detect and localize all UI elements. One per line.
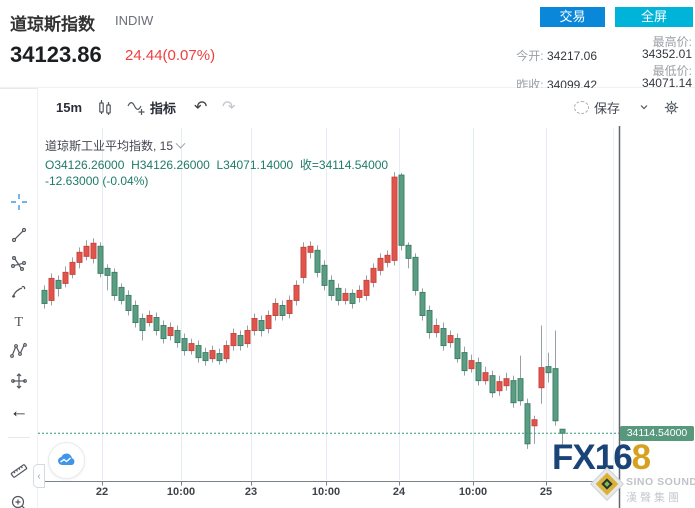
candlestick-style-icon[interactable] — [96, 94, 114, 120]
drawing-tools-sidebar: T ← — [0, 88, 38, 508]
stat-low-value-row: 34071.14 — [642, 76, 692, 90]
zoom-in-icon[interactable] — [7, 491, 31, 508]
trade-button[interactable]: 交易 — [540, 7, 605, 27]
last-price-axis-label: 34114.54000 — [620, 425, 694, 441]
x-axis-label: 10:00 — [166, 486, 196, 498]
stat-low-label-row: 最低价: — [653, 62, 692, 79]
fx168-logo: FX168 — [552, 438, 651, 478]
brush-icon[interactable] — [7, 280, 31, 304]
cloud-chart-icon — [57, 452, 74, 465]
save-menu-chevron[interactable] — [638, 94, 650, 120]
crosshair-icon[interactable] — [7, 190, 31, 214]
indicator-wave-icon[interactable] — [126, 94, 146, 120]
sino-sound-diamond-logo — [590, 467, 624, 501]
ruler-icon[interactable] — [7, 459, 31, 483]
stat-high-value: 34352.01 — [641, 47, 692, 61]
last-price: 34123.86 — [10, 42, 102, 67]
x-axis-label: 10:00 — [458, 486, 488, 498]
trend-line-icon[interactable] — [7, 223, 31, 247]
fx168-logo-8: 8 — [631, 438, 651, 477]
sino-sound-chinese: 漢聲集團 — [626, 492, 682, 504]
forecast-tool-icon[interactable] — [7, 369, 31, 393]
chart-plot-area[interactable] — [38, 128, 619, 481]
save-layout-button[interactable]: 保存 — [574, 94, 620, 120]
x-axis-label: 23 — [244, 486, 258, 498]
text-tool-icon[interactable]: T — [7, 309, 31, 333]
stat-high-value-row: 34352.01 — [642, 47, 692, 61]
fullscreen-button[interactable]: 全屏 — [615, 7, 693, 27]
stat-high-label: 最高价: — [652, 35, 692, 49]
sidebar-collapse-handle[interactable]: ‹ — [33, 464, 45, 488]
sino-sound-wordmark: SINO SOUND — [626, 476, 695, 488]
arrow-left-icon[interactable]: ← — [9, 400, 29, 422]
x-axis-label: 10:00 — [311, 486, 341, 498]
cloud-save-icon — [574, 100, 589, 114]
xabcd-pattern-icon[interactable] — [7, 339, 31, 363]
indicators-button[interactable]: 指标 — [150, 100, 177, 116]
stat-open-label: 今开: — [516, 49, 544, 63]
gann-fan-icon[interactable] — [7, 251, 31, 275]
watermark-cloud-button[interactable] — [48, 442, 85, 479]
stat-low-value: 34071.14 — [641, 76, 692, 90]
quote-header: 道琼斯指数 INDIW 34123.86 24.44(0.07%) 交易 全屏 … — [0, 0, 695, 92]
redo-icon[interactable]: ↷ — [222, 99, 236, 116]
x-axis-label: 24 — [392, 486, 406, 498]
instrument-symbol: INDIW — [115, 13, 154, 28]
stat-open: 今开: 34217.06 — [516, 47, 597, 64]
price-change: 24.44(0.07%) — [125, 47, 216, 64]
chart-toolbar: 15m 指标 ↶ ↷ 保存 — [38, 88, 695, 128]
gear-icon[interactable] — [662, 94, 681, 120]
x-axis-label: 25 — [539, 486, 553, 498]
undo-icon[interactable]: ↶ — [194, 99, 208, 116]
x-axis-label: 22 — [95, 486, 109, 498]
fx168-logo-6: 6 — [613, 438, 632, 477]
stat-high-label-row: 最高价: — [653, 33, 692, 50]
svg-text:T: T — [15, 315, 24, 330]
interval-selector[interactable]: 15m — [56, 99, 83, 115]
save-label: 保存 — [594, 100, 621, 116]
sidebar-divider — [8, 437, 30, 438]
stat-open-value: 34217.06 — [546, 49, 597, 63]
stat-low-label: 最低价: — [652, 64, 692, 78]
instrument-title: 道琼斯指数 — [10, 15, 95, 34]
